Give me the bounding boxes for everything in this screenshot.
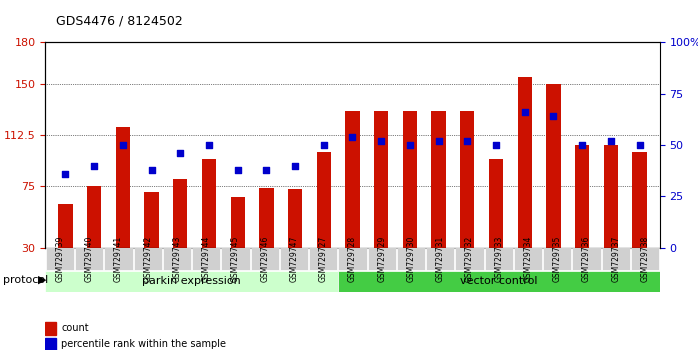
Point [203,142,214,148]
Text: GSM729730: GSM729730 [406,236,415,282]
Point [491,142,502,148]
Bar [547,84,560,289]
Bar [604,145,618,289]
FancyBboxPatch shape [192,248,221,270]
Point [117,142,128,148]
Point [404,142,415,148]
FancyBboxPatch shape [426,248,454,270]
Bar [173,179,188,289]
Bar [317,152,331,289]
Text: GSM729740: GSM729740 [84,236,94,282]
Bar [632,152,646,289]
Text: GSM729739: GSM729739 [56,236,64,282]
Text: GSM729729: GSM729729 [377,236,386,282]
Text: vector control: vector control [460,276,537,286]
Point [261,167,272,173]
Bar [87,186,101,289]
Point [433,138,444,144]
Point [519,109,530,115]
Point [577,142,588,148]
Text: GSM729741: GSM729741 [114,236,123,282]
FancyBboxPatch shape [338,271,660,292]
Point [146,167,157,173]
Text: GSM729735: GSM729735 [553,236,562,282]
Point [461,138,473,144]
Text: GDS4476 / 8124502: GDS4476 / 8124502 [56,14,183,27]
Text: GSM729744: GSM729744 [202,236,211,282]
Bar [403,111,417,289]
Bar [202,159,216,289]
Text: parkin expression: parkin expression [142,276,241,286]
Bar [116,127,130,289]
FancyBboxPatch shape [45,271,338,292]
Bar [346,111,359,289]
Point [60,171,71,177]
Point [89,163,100,169]
Point [634,142,645,148]
Point [232,167,244,173]
Bar [230,197,245,289]
Text: GSM729743: GSM729743 [172,236,181,282]
Point [290,163,301,169]
FancyBboxPatch shape [484,248,513,270]
Text: GSM729731: GSM729731 [436,236,445,282]
Text: GSM729742: GSM729742 [143,236,152,282]
Text: GSM729737: GSM729737 [611,236,621,282]
FancyBboxPatch shape [75,248,103,270]
Point [318,142,329,148]
Text: GSM729747: GSM729747 [290,236,299,282]
Bar [489,159,503,289]
Bar [575,145,589,289]
Point [605,138,616,144]
FancyBboxPatch shape [631,248,659,270]
FancyBboxPatch shape [456,248,484,270]
Bar [45,322,56,335]
Text: GSM729734: GSM729734 [524,236,533,282]
FancyBboxPatch shape [602,248,630,270]
FancyBboxPatch shape [543,248,571,270]
Text: GSM729733: GSM729733 [494,236,503,282]
FancyBboxPatch shape [221,248,249,270]
FancyBboxPatch shape [572,248,600,270]
Point [376,138,387,144]
FancyBboxPatch shape [134,248,162,270]
FancyBboxPatch shape [251,248,279,270]
Bar [431,111,446,289]
FancyBboxPatch shape [368,248,396,270]
FancyBboxPatch shape [105,248,133,270]
Bar [59,204,73,289]
FancyBboxPatch shape [163,248,191,270]
Text: GSM729727: GSM729727 [319,236,328,282]
Bar [259,188,274,289]
Text: GSM729728: GSM729728 [348,236,357,282]
FancyBboxPatch shape [339,248,366,270]
FancyBboxPatch shape [309,248,337,270]
Text: GSM729746: GSM729746 [260,236,269,282]
Text: count: count [61,323,89,333]
FancyBboxPatch shape [46,248,74,270]
FancyBboxPatch shape [514,248,542,270]
Text: percentile rank within the sample: percentile rank within the sample [61,339,226,349]
Text: GSM729732: GSM729732 [465,236,474,282]
Bar [144,192,158,289]
Text: GSM729736: GSM729736 [582,236,591,282]
FancyBboxPatch shape [280,248,308,270]
Point [548,114,559,119]
Text: GSM729745: GSM729745 [231,236,240,282]
Text: protocol: protocol [3,275,49,285]
Bar [374,111,388,289]
Bar [460,111,475,289]
Bar [288,189,302,289]
Bar [517,77,532,289]
Text: ▶: ▶ [38,275,47,285]
Point [174,150,186,156]
Bar [45,338,56,350]
Text: GSM729738: GSM729738 [641,236,649,282]
FancyBboxPatch shape [397,248,425,270]
Point [347,134,358,140]
